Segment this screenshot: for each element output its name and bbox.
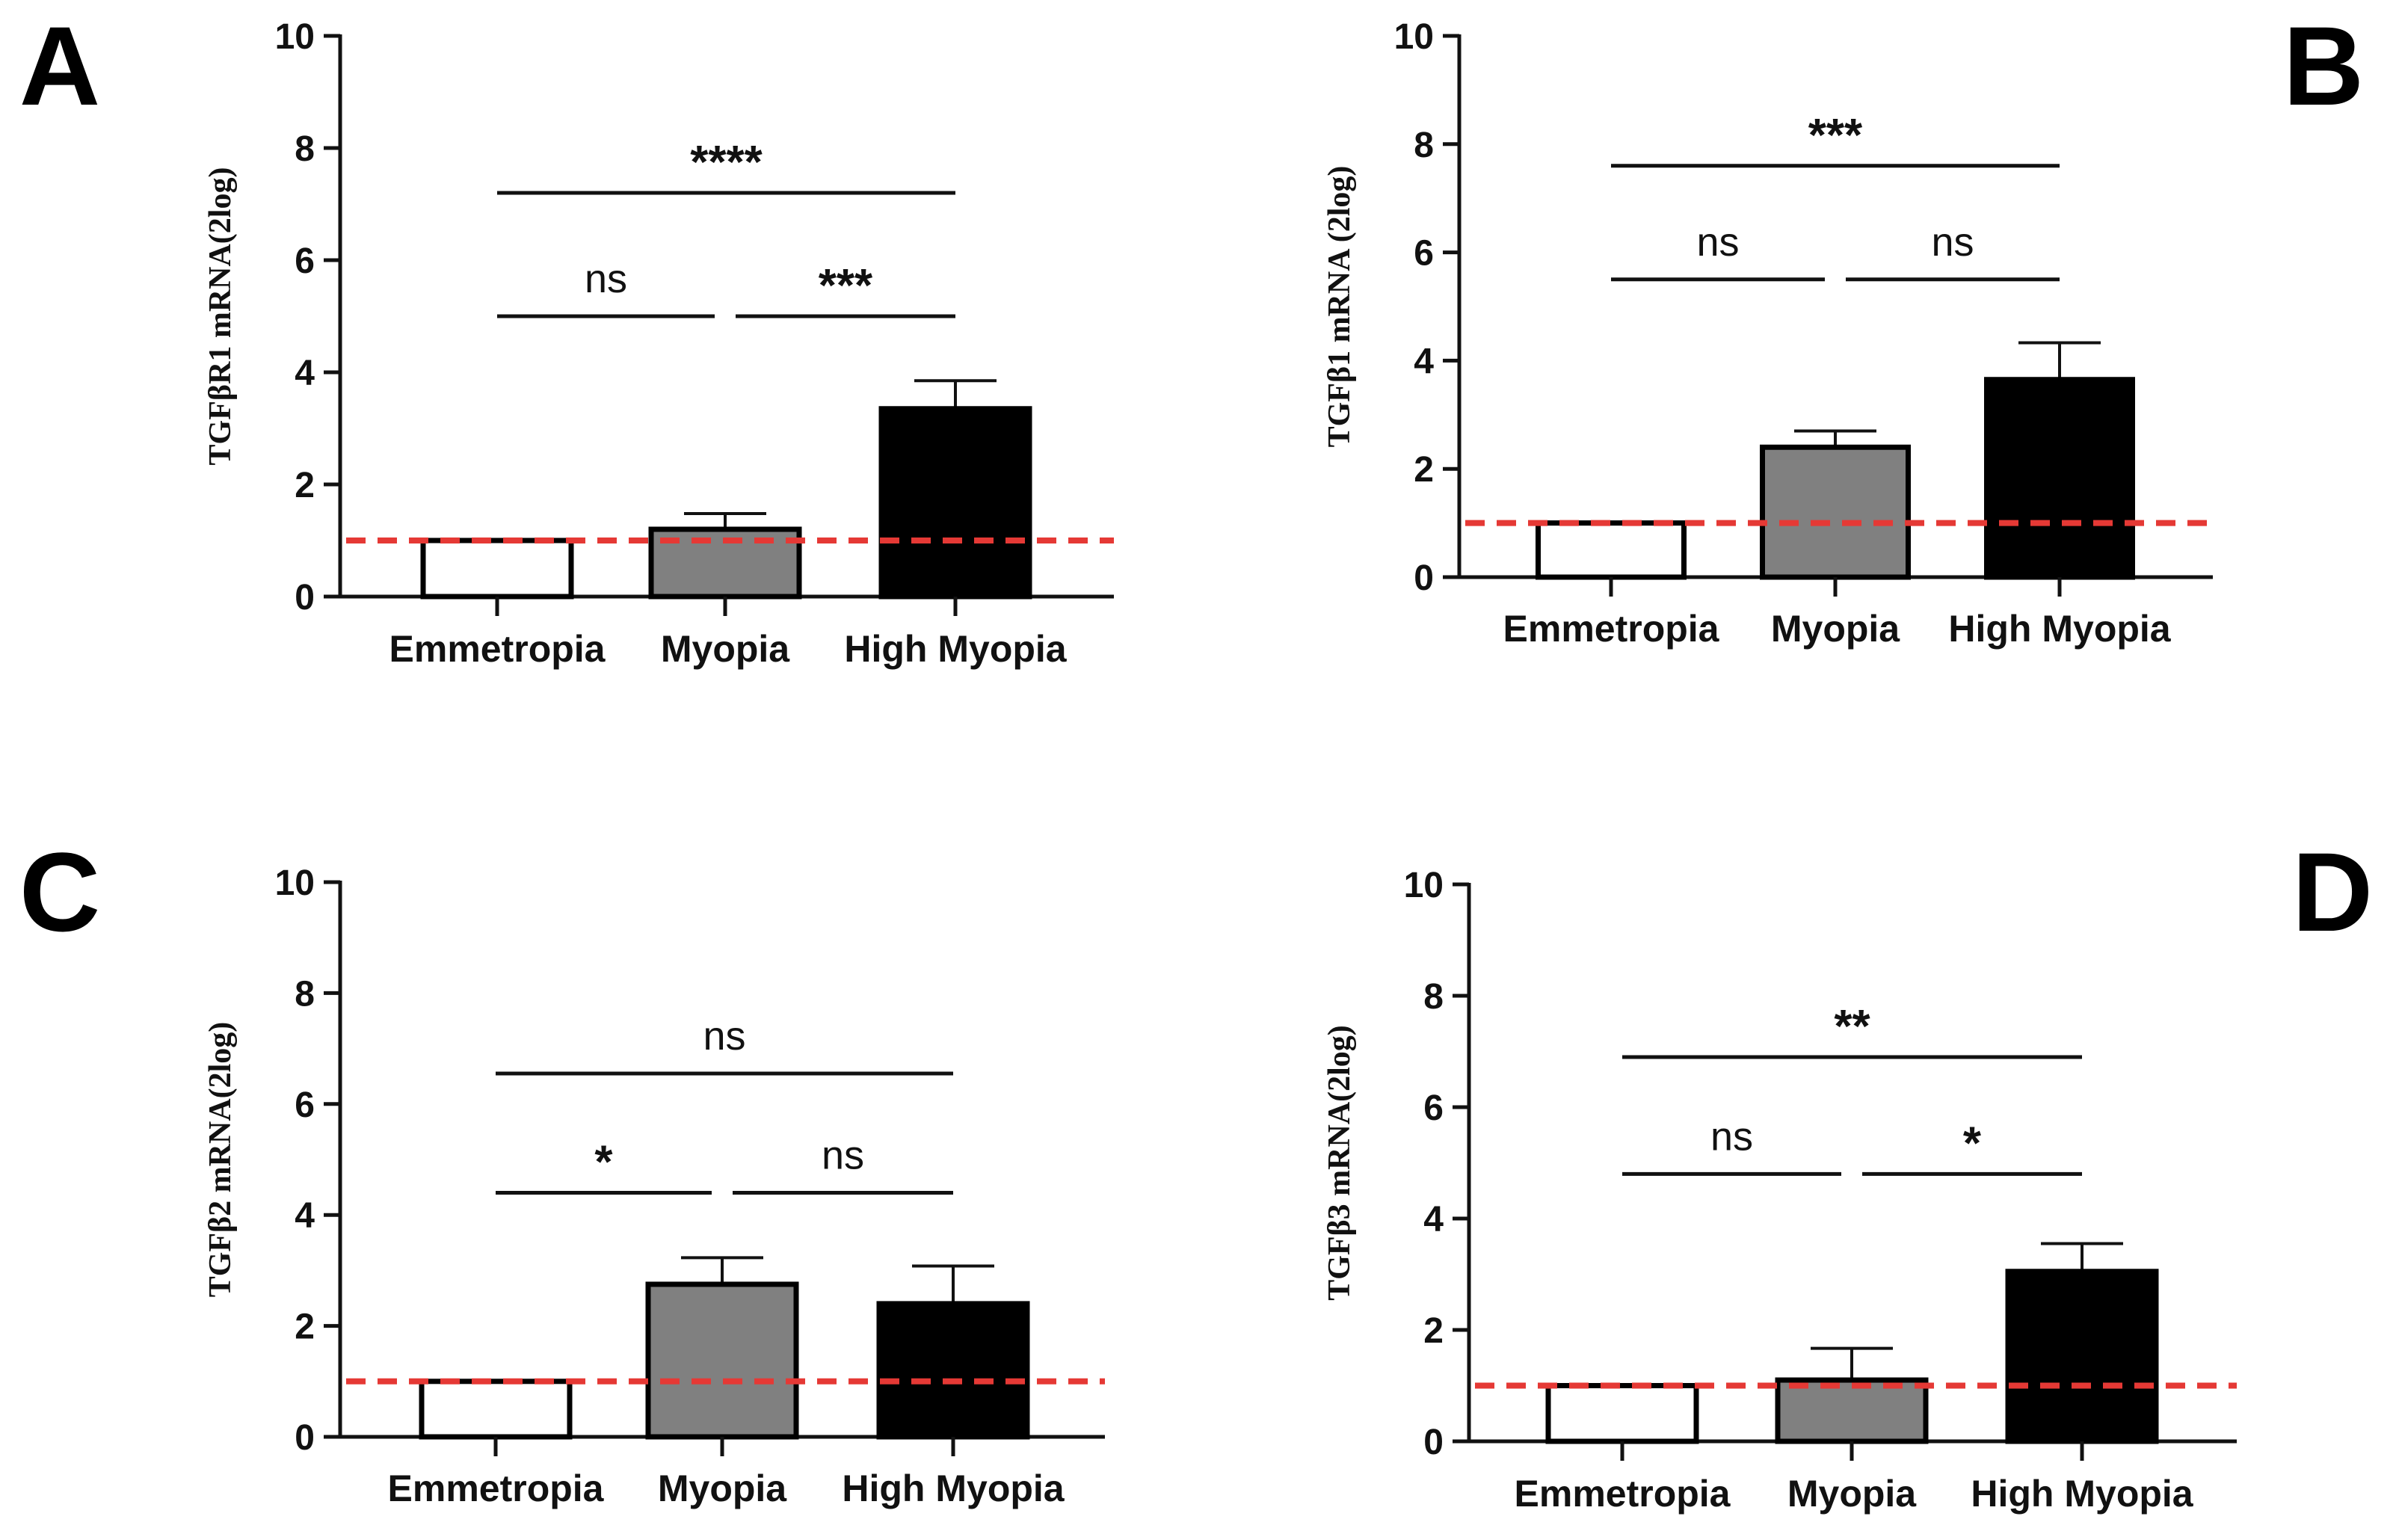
panel-label-c: C [19, 829, 100, 955]
significance-label-c: ns [703, 1014, 745, 1059]
y-tick-label-d: 0 [1423, 1423, 1444, 1462]
y-tick-label-b: 8 [1414, 126, 1434, 165]
y-tick-label-a: 8 [295, 129, 315, 169]
bar-b-1 [1760, 444, 1911, 580]
panel-label-d: D [2292, 829, 2373, 955]
chart-panel-d: D TGFβ3 mRNA(2log) 0 2 4 6 8 10 Emmetropia Myopia… [1322, 829, 2373, 1515]
y-tick-label-c: 8 [295, 974, 315, 1014]
x-category-label-a: High Myopia [844, 628, 1067, 670]
y-tick-label-a: 10 [275, 17, 315, 57]
x-category-label-b: High Myopia [1948, 608, 2171, 650]
y-tick-label-d: 4 [1423, 1200, 1444, 1239]
significance-label-b: ns [1931, 220, 1974, 265]
bar-d-2 [2005, 1269, 2159, 1444]
significance-label-c: ns [822, 1133, 864, 1178]
y-tick-label-c: 2 [295, 1308, 315, 1347]
y-tick-label-b: 2 [1414, 450, 1434, 490]
x-category-label-d: Myopia [1787, 1473, 1917, 1515]
bar-d-0 [1545, 1383, 1699, 1444]
bar-c-1 [645, 1281, 799, 1440]
chart-panel-c: C TGFβ2 mRNA(2log) 0 2 4 6 8 10 Emmetropia Myopia… [19, 829, 1105, 1509]
bar-c-2 [876, 1301, 1030, 1440]
significance-label-b: ns [1696, 220, 1739, 265]
x-category-label-c: Emmetropia [388, 1467, 605, 1509]
bar-a-0 [420, 538, 574, 600]
significance-label-d: ns [1710, 1114, 1753, 1159]
bar-d-1 [1775, 1377, 1929, 1444]
x-category-label-a: Emmetropia [389, 628, 606, 670]
y-tick-label-c: 4 [295, 1196, 315, 1236]
bar-c-0 [419, 1379, 573, 1440]
y-tick-label-a: 0 [295, 578, 315, 617]
y-tick-label-b: 6 [1414, 234, 1434, 274]
x-category-label-b: Emmetropia [1503, 608, 1720, 650]
y-tick-label-d: 10 [1404, 866, 1444, 905]
significance-label-a: *** [819, 260, 873, 312]
y-tick-label-a: 4 [295, 354, 315, 393]
y-axis-title-a: TGFβR1 mRNA(2log) [203, 167, 238, 466]
chart-panel-b: B TGFβ1 mRNA (2log) 0 2 4 6 8 10 Emmetropia Myopi… [1322, 3, 2364, 650]
y-tick-label-d: 6 [1423, 1088, 1444, 1128]
panel-label-b: B [2283, 3, 2364, 129]
bar-b-2 [1984, 377, 2135, 580]
y-tick-label-c: 6 [295, 1085, 315, 1125]
y-tick-label-a: 6 [295, 241, 315, 281]
y-axis-title-c: TGFβ2 mRNA(2log) [203, 1022, 238, 1298]
chart-panel-a: A TGFβR1 mRNA(2log) 0 2 4 6 8 10 Emmetropia Myopi… [19, 3, 1114, 670]
y-tick-label-d: 8 [1423, 977, 1444, 1017]
y-tick-label-c: 0 [295, 1418, 315, 1458]
significance-label-a: **** [690, 137, 763, 188]
x-category-label-c: High Myopia [842, 1467, 1065, 1509]
x-category-label-c: Myopia [658, 1467, 787, 1509]
y-tick-label-d: 2 [1423, 1311, 1444, 1351]
y-tick-label-a: 2 [295, 466, 315, 505]
panel-label-a: A [19, 3, 100, 129]
significance-label-a: ns [585, 256, 627, 301]
significance-label-c: * [594, 1137, 613, 1189]
y-axis-title-b: TGFβ1 mRNA (2log) [1322, 166, 1357, 448]
significance-label-b: *** [1808, 110, 1863, 161]
bar-a-2 [878, 406, 1032, 600]
bar-b-0 [1536, 520, 1687, 580]
x-category-label-d: High Myopia [1971, 1473, 2193, 1515]
x-category-label-b: Myopia [1771, 608, 1900, 650]
y-tick-label-b: 10 [1394, 17, 1434, 57]
y-tick-label-b: 0 [1414, 558, 1434, 598]
y-tick-label-c: 10 [275, 863, 315, 903]
y-axis-title-d: TGFβ3 mRNA(2log) [1322, 1025, 1357, 1301]
x-category-label-a: Myopia [661, 628, 790, 670]
y-tick-label-b: 4 [1414, 342, 1434, 381]
significance-label-d: ** [1834, 1001, 1870, 1053]
significance-label-d: * [1963, 1118, 1982, 1169]
x-category-label-d: Emmetropia [1515, 1473, 1731, 1515]
